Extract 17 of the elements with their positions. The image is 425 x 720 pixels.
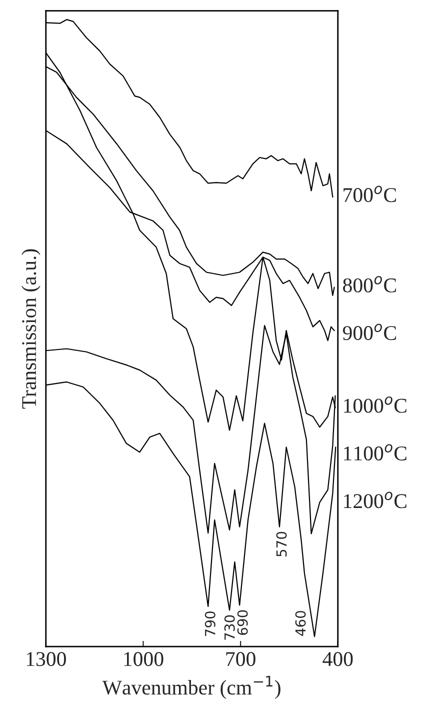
series-label: 700$^{o}$C (344, 186, 396, 202)
series-label: 1100$^{o}$C (344, 444, 406, 460)
series-label: 900$^{o}$C (342, 324, 396, 340)
annotation: 570 (276, 532, 287, 556)
x-tick-label: 700 (226, 652, 256, 666)
x-tick-label: 1300 (26, 652, 66, 666)
series-label: 1000$^{o}$C (344, 396, 406, 413)
x-tick-label: 1000 (124, 652, 164, 666)
annotation: 790 (204, 612, 216, 636)
x-tick-label: 400 (322, 652, 353, 666)
x-axis-title: Wavenumber (cm$^{−1}$) (102, 676, 280, 699)
annotation: 690 (237, 610, 248, 635)
series-label: 1200$^{o}$C (344, 492, 406, 508)
annotation: 730 (224, 615, 235, 640)
annotation: 460 (295, 610, 306, 636)
series-label: 800$^{o}$C (343, 276, 396, 292)
y-axis-title: Transmission (a.u.) (21, 249, 40, 409)
